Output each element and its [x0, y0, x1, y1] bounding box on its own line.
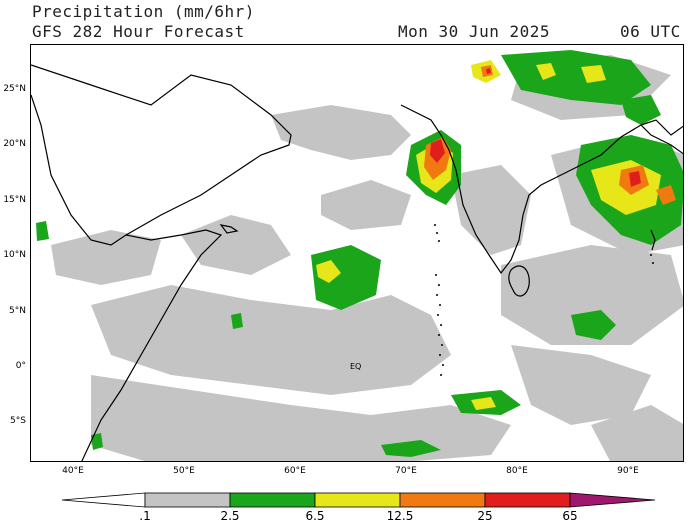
colorbar-bin-0: [61, 492, 146, 508]
colorbar-bin-4: [399, 492, 486, 508]
lat-label-0: 0°: [15, 361, 26, 371]
equator-marker: EQ: [350, 362, 362, 371]
colorbar-bin-5: [484, 492, 571, 508]
colorbar-label-0: .1: [139, 509, 151, 523]
valid-time-label: 06 UTC: [620, 22, 681, 41]
colorbar-label-4: 25: [477, 509, 493, 523]
lon-label-80e: 80°E: [506, 466, 528, 476]
colorbar-label-2: 6.5: [305, 509, 325, 523]
lon-label-40e: 40°E: [62, 466, 84, 476]
lat-label-5s: 5°S: [10, 416, 26, 426]
lon-label-90e: 90°E: [617, 466, 639, 476]
colorbar-bin-2: [229, 492, 316, 508]
lon-label-60e: 60°E: [284, 466, 306, 476]
precip-colorbar: [61, 492, 656, 508]
colorbar-bin-1: [144, 492, 231, 508]
lon-label-70e: 70°E: [395, 466, 417, 476]
lat-label-20n: 20°N: [3, 139, 26, 149]
island-dots: [434, 224, 654, 376]
chart-title: Precipitation (mm/6hr): [32, 2, 255, 21]
lat-label-5n: 5°N: [9, 306, 26, 316]
extreme-precip-areas: [430, 68, 641, 187]
lat-label-25n: 25°N: [3, 84, 26, 94]
colorbar-label-5: 65: [562, 509, 578, 523]
map-panel: [30, 44, 684, 462]
lat-label-10n: 10°N: [3, 250, 26, 260]
colorbar-label-3: 12.5: [386, 509, 414, 523]
precipitation-map: [31, 50, 683, 461]
valid-date-label: Mon 30 Jun 2025: [398, 22, 550, 41]
lat-label-15n: 15°N: [3, 195, 26, 205]
coastlines: [31, 64, 683, 461]
colorbar-bin-3: [314, 492, 401, 508]
forecast-hour-label: GFS 282 Hour Forecast: [32, 22, 245, 41]
colorbar-label-1: 2.5: [220, 509, 240, 523]
lon-label-50e: 50°E: [173, 466, 195, 476]
colorbar-bin-6: [569, 492, 656, 508]
